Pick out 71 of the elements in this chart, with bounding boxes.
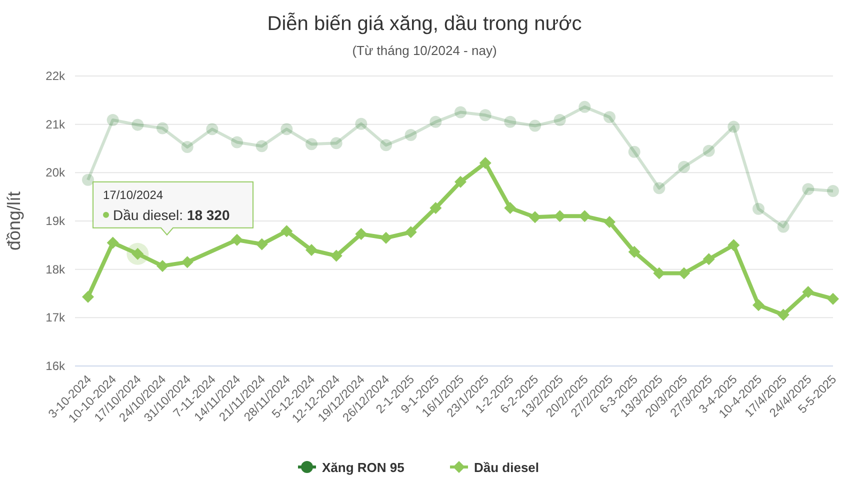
point [504, 116, 516, 128]
y-tick-label: 18k [46, 262, 66, 276]
point [827, 185, 839, 198]
point [454, 106, 466, 118]
point [355, 118, 368, 130]
annotation: 17/10/2024 [103, 188, 164, 202]
point [156, 260, 168, 272]
point [479, 109, 492, 122]
point [280, 225, 293, 238]
point [702, 253, 715, 266]
point [752, 202, 764, 215]
point [404, 226, 417, 238]
point [206, 123, 218, 136]
point [82, 174, 94, 186]
point [504, 202, 516, 214]
point [256, 140, 268, 152]
chart-subtitle: (Từ tháng 10/2024 - nay) [352, 43, 497, 58]
point [106, 114, 119, 126]
point [802, 183, 814, 196]
point [554, 114, 566, 126]
point [827, 292, 839, 305]
point [578, 100, 591, 113]
point [330, 137, 342, 150]
point [728, 239, 740, 252]
point [181, 141, 194, 154]
point [653, 182, 666, 194]
y-tick-label: 16k [46, 359, 66, 373]
point [306, 138, 318, 150]
point [628, 146, 640, 158]
legend-label: Dầu diesel [474, 460, 540, 475]
y-tick-label: 17k [46, 310, 66, 325]
point [802, 286, 814, 298]
point [678, 160, 690, 173]
point [404, 128, 417, 141]
point [280, 123, 293, 136]
point [777, 308, 790, 321]
point [752, 299, 764, 312]
point [132, 118, 144, 131]
point [380, 232, 392, 244]
point [604, 216, 616, 228]
point [430, 116, 442, 128]
point [355, 228, 368, 240]
y-tick-label: 19k [46, 214, 66, 228]
point [529, 211, 541, 224]
point [181, 256, 194, 268]
point [529, 120, 541, 132]
point [702, 144, 715, 157]
y-tick-label: 22k [46, 69, 66, 83]
y-axis-title: đồng/lít [4, 191, 24, 251]
point [256, 238, 268, 250]
chart-title: Diễn biến giá xăng, dầu trong nước [267, 12, 582, 35]
point [306, 244, 318, 256]
point [479, 157, 492, 169]
point [231, 234, 243, 246]
point [156, 122, 168, 134]
y-tick-label: 21k [46, 117, 66, 132]
annotation: Dầu diesel: 18 320 [113, 206, 230, 223]
point [330, 250, 342, 262]
point [454, 176, 466, 188]
point [380, 139, 392, 152]
y-tick-label: 20k [46, 166, 66, 180]
point [231, 136, 243, 148]
point [728, 120, 740, 133]
legend-label: Xăng RON 95 [322, 460, 404, 475]
point [777, 220, 790, 233]
point [106, 236, 119, 249]
point [604, 111, 616, 124]
point [628, 246, 640, 258]
point [430, 202, 442, 214]
point [82, 290, 94, 303]
point [678, 267, 690, 280]
